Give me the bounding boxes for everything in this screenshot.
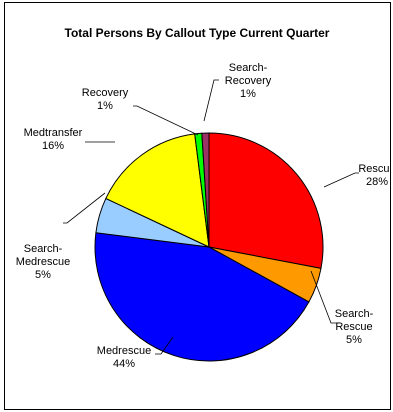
data-label-search-rescue: Search-Rescue 5% (335, 308, 374, 346)
data-label-line: Recovery (225, 75, 272, 87)
data-label-recovery: Recovery 1% (82, 87, 129, 112)
data-label-line: 5% (35, 269, 51, 281)
leader-line-search-rescue (310, 270, 339, 324)
data-label-line: 1% (240, 88, 256, 100)
data-label-line: 28% (366, 176, 388, 188)
pie-chart: Total Persons By Callout Type Current Qu… (16, 26, 390, 370)
data-label-rescue: Rescue28% (358, 163, 390, 188)
data-label-line: Medrescue (16, 256, 70, 268)
pie-slice-rescue (208, 132, 324, 269)
leader-line-rescue (323, 172, 359, 188)
data-label-line: Search- (335, 308, 374, 320)
data-label-search-medrescue: Search-Medrescue 5% (16, 243, 70, 281)
data-label-line: 16% (42, 140, 64, 152)
data-label-line: Rescue (335, 321, 372, 333)
data-label-medrescue: Medrescue 44% (97, 345, 151, 370)
leader-line-recovery (133, 105, 199, 136)
pie-slice-search-recovery (201, 132, 210, 248)
leader-line-search-recovery (203, 79, 219, 122)
data-label-line: Medrescue (97, 345, 151, 357)
pie-slice-medrescue (94, 232, 310, 362)
data-label-search-recovery: Search-Recovery 1% (225, 62, 272, 100)
chart-area: Total Persons By Callout Type Current Qu… (4, 2, 391, 410)
data-label-line: Search- (24, 243, 63, 255)
chart-title: Total Persons By Callout Type Current Qu… (65, 26, 330, 40)
data-label-line: 5% (346, 334, 362, 346)
data-label-line: 1% (97, 100, 113, 112)
data-label-medtransfer: Medtransfer 16% (24, 127, 83, 152)
data-label-line: Rescue (358, 163, 390, 175)
leader-line-medrescue (155, 336, 174, 355)
data-label-line: Search- (229, 62, 268, 74)
data-label-line: 44% (113, 358, 135, 370)
leader-line-search-medrescue (63, 192, 106, 224)
pie-slice-medtransfer (105, 133, 210, 248)
data-label-line: Medtransfer (24, 127, 83, 139)
data-label-line: Recovery (82, 87, 129, 99)
